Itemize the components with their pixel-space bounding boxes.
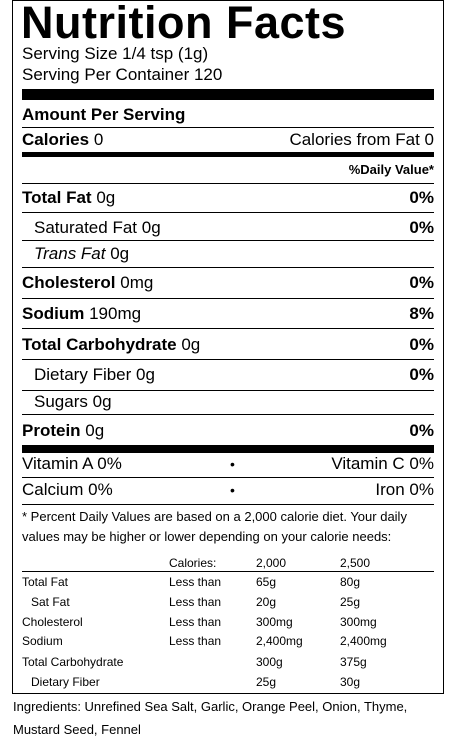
nutrient-name: Saturated Fat bbox=[34, 218, 138, 237]
nutrient-row-protein: Protein 0g 0% bbox=[22, 421, 434, 441]
table-cell: Sat Fat bbox=[31, 595, 70, 609]
table-cell: 25g bbox=[256, 675, 277, 689]
nutrition-label: Nutrition Facts Serving Size 1/4 tsp (1g… bbox=[12, 0, 444, 694]
table-cell: 375g bbox=[340, 655, 367, 669]
nutrient-amount: 0g bbox=[136, 365, 155, 384]
divider bbox=[22, 328, 434, 329]
table-cell: 2,400mg bbox=[256, 634, 303, 648]
calories-label: Calories bbox=[22, 130, 90, 149]
table-cell: 20g bbox=[256, 595, 277, 609]
table-cell: Total Carbohydrate bbox=[22, 655, 124, 669]
table-cell: 25g bbox=[340, 595, 361, 609]
vitamin-a: Vitamin A 0% bbox=[22, 454, 122, 473]
nutrient-row-dietary-fiber: Dietary Fiber 0g 0% bbox=[22, 365, 434, 385]
divider bbox=[22, 267, 434, 268]
bullet-separator: • bbox=[230, 482, 235, 498]
table-cell: 80g bbox=[340, 575, 361, 589]
table-cell: Dietary Fiber bbox=[31, 675, 100, 689]
footnote-line-1: * Percent Daily Values are based on a 2,… bbox=[22, 509, 407, 524]
divider bbox=[22, 571, 434, 572]
nutrient-dv: 0% bbox=[409, 188, 434, 207]
nutrient-dv: 0% bbox=[409, 421, 434, 440]
nutrient-dv: 0% bbox=[409, 218, 434, 237]
nutrient-row-total-fat: Total Fat 0g 0% bbox=[22, 188, 434, 208]
ingredients-line-2: Mustard Seed, Fennel bbox=[13, 722, 141, 737]
table-cell: 300mg bbox=[340, 615, 377, 629]
divider bbox=[22, 504, 434, 505]
nutrient-name: Total Carbohydrate bbox=[22, 335, 177, 354]
calories-from-fat: Calories from Fat 0 bbox=[289, 130, 434, 149]
calcium: Calcium 0% bbox=[22, 480, 113, 499]
divider bbox=[22, 240, 434, 241]
vitamin-c: Vitamin C 0% bbox=[331, 454, 434, 473]
footnote-line-2: values may be higher or lower depending … bbox=[22, 529, 392, 544]
thick-divider bbox=[22, 445, 434, 453]
nutrient-row-trans-fat: Trans Fat 0g bbox=[22, 244, 434, 264]
nutrient-dv: 0% bbox=[409, 273, 434, 292]
divider bbox=[22, 212, 434, 213]
servings-per-container: Serving Per Container 120 bbox=[22, 65, 223, 84]
nutrient-dv: 8% bbox=[409, 304, 434, 323]
divider bbox=[22, 298, 434, 299]
vitamin-row-2: Calcium 0% • Iron 0% bbox=[22, 480, 434, 500]
divider bbox=[22, 414, 434, 415]
nutrient-amount: 190mg bbox=[89, 304, 142, 323]
table-cell: 2,400mg bbox=[340, 634, 387, 648]
serving-size: Serving Size 1/4 tsp (1g) bbox=[22, 44, 209, 63]
nutrient-name: Sodium bbox=[22, 304, 85, 323]
iron: Iron 0% bbox=[375, 480, 434, 499]
nutrient-name: Trans Fat bbox=[34, 244, 106, 263]
nutrient-amount: 0mg bbox=[120, 273, 154, 292]
table-cell: Less than bbox=[169, 634, 222, 648]
nutrient-name: Sugars bbox=[34, 392, 88, 411]
dv-header-calories: Calories: bbox=[169, 556, 217, 570]
divider bbox=[22, 359, 434, 360]
nutrient-amount: 0g bbox=[85, 421, 105, 440]
nutrient-row-sugars: Sugars 0g bbox=[22, 392, 434, 412]
nutrient-name: Cholesterol bbox=[22, 273, 116, 292]
nutrient-amount: 0g bbox=[96, 188, 116, 207]
divider bbox=[22, 127, 434, 128]
label-title: Nutrition Facts bbox=[21, 0, 347, 48]
nutrient-row-saturated-fat: Saturated Fat 0g 0% bbox=[22, 218, 434, 238]
nutrient-name: Total Fat bbox=[22, 188, 92, 207]
table-cell: 300g bbox=[256, 655, 283, 669]
nutrient-amount: 0g bbox=[92, 392, 112, 411]
nutrient-amount: 0g bbox=[110, 244, 130, 263]
nutrient-name: Dietary Fiber bbox=[34, 365, 132, 384]
table-cell: 30g bbox=[340, 675, 361, 689]
nutrient-row-sodium: Sodium 190mg 8% bbox=[22, 304, 434, 324]
nutrient-row-cholesterol: Cholesterol 0mg 0% bbox=[22, 273, 434, 293]
table-cell: Less than bbox=[169, 575, 222, 589]
thick-divider bbox=[22, 89, 434, 100]
daily-value-header: %Daily Value* bbox=[348, 162, 434, 177]
table-cell: 65g bbox=[256, 575, 277, 589]
medium-divider bbox=[22, 152, 434, 157]
dv-header-2500: 2,500 bbox=[340, 556, 371, 570]
nutrient-dv: 0% bbox=[409, 365, 434, 384]
ingredients-line-1: Ingredients: Unrefined Sea Salt, Garlic,… bbox=[13, 699, 408, 714]
calories-row: Calories 0 Calories from Fat 0 bbox=[22, 130, 434, 150]
table-cell: Total Fat bbox=[22, 575, 69, 589]
table-cell: Less than bbox=[169, 615, 222, 629]
divider bbox=[22, 477, 434, 478]
nutrient-amount: 0g bbox=[181, 335, 201, 354]
divider bbox=[22, 390, 434, 391]
vitamin-row-1: Vitamin A 0% • Vitamin C 0% bbox=[22, 454, 434, 474]
nutrient-dv: 0% bbox=[409, 335, 434, 354]
table-cell: Less than bbox=[169, 595, 222, 609]
table-cell: Sodium bbox=[22, 634, 63, 648]
nutrient-name: Protein bbox=[22, 421, 81, 440]
nutrient-amount: 0g bbox=[141, 218, 161, 237]
dv-header-2000: 2,000 bbox=[256, 556, 287, 570]
table-cell: 300mg bbox=[256, 615, 293, 629]
amount-per-serving: Amount Per Serving bbox=[22, 105, 186, 124]
nutrient-row-total-carbohydrate: Total Carbohydrate 0g 0% bbox=[22, 335, 434, 355]
calories-value: 0 bbox=[93, 130, 104, 149]
table-cell: Cholesterol bbox=[22, 615, 83, 629]
bullet-separator: • bbox=[230, 456, 235, 472]
divider bbox=[22, 183, 434, 184]
